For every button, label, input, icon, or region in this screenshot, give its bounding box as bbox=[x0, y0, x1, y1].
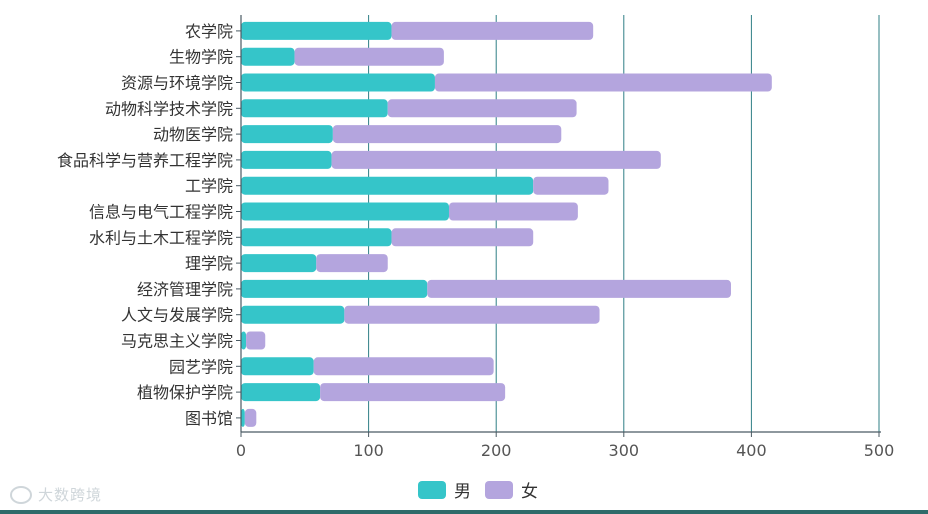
bar-male bbox=[241, 99, 388, 118]
category-label: 水利与土木工程学院 bbox=[89, 228, 233, 247]
category-label: 信息与电气工程学院 bbox=[89, 203, 233, 222]
watermark-logo-icon bbox=[10, 485, 32, 504]
bar-male bbox=[241, 383, 321, 402]
category-label: 人文与发展学院 bbox=[121, 306, 233, 325]
bar-female bbox=[244, 408, 257, 427]
bar-female bbox=[533, 176, 609, 195]
bar-male bbox=[241, 331, 247, 350]
bar-male bbox=[241, 202, 449, 221]
bottom-border bbox=[0, 510, 928, 514]
category-labels: 农学院生物学院资源与环境学院动物科学技术学院动物医学院食品科学与营养工程学院工学… bbox=[57, 22, 233, 428]
category-label: 园艺学院 bbox=[169, 357, 233, 376]
legend-item-male[interactable]: 男 bbox=[418, 481, 471, 502]
bar-male bbox=[241, 21, 392, 40]
legend-swatch bbox=[418, 481, 446, 499]
category-label: 理学院 bbox=[185, 254, 233, 273]
bar-male bbox=[241, 176, 534, 195]
bar-female bbox=[320, 383, 506, 402]
x-tick-label: 500 bbox=[864, 441, 895, 460]
bar-male bbox=[241, 73, 435, 92]
bar-female bbox=[313, 357, 494, 376]
category-label: 生物学院 bbox=[169, 48, 233, 67]
x-tick-label: 100 bbox=[353, 441, 384, 460]
category-label: 经济管理学院 bbox=[137, 280, 233, 299]
bar-female bbox=[332, 125, 562, 144]
category-label: 资源与环境学院 bbox=[121, 74, 233, 93]
bar-female bbox=[294, 47, 444, 66]
watermark-text: 大数跨境 bbox=[38, 486, 103, 504]
legend-swatch bbox=[485, 481, 513, 499]
bar-male bbox=[241, 357, 314, 376]
bar-female bbox=[434, 73, 772, 92]
bar-female bbox=[391, 228, 534, 247]
bar-female bbox=[344, 305, 600, 324]
category-label: 农学院 bbox=[185, 22, 233, 41]
bar-female bbox=[387, 99, 577, 118]
bar-male bbox=[241, 125, 333, 144]
bar-male bbox=[241, 150, 332, 169]
category-label: 马克思主义学院 bbox=[121, 332, 233, 351]
category-label: 图书馆 bbox=[185, 409, 233, 428]
bar-female bbox=[391, 21, 594, 40]
x-tick-label: 0 bbox=[236, 441, 246, 460]
bar-male bbox=[241, 254, 317, 273]
bar-female bbox=[316, 254, 388, 273]
legend-label: 男 bbox=[454, 482, 471, 502]
bar-male bbox=[241, 279, 428, 298]
x-tick-label: 400 bbox=[736, 441, 767, 460]
legend-label: 女 bbox=[521, 482, 538, 502]
bar-female bbox=[448, 202, 578, 221]
category-label: 工学院 bbox=[185, 177, 233, 196]
bar-female bbox=[427, 279, 731, 298]
bar-male bbox=[241, 408, 245, 427]
bar-male bbox=[241, 228, 392, 247]
legend-item-female[interactable]: 女 bbox=[485, 481, 538, 502]
category-label: 植物保护学院 bbox=[137, 383, 233, 402]
bars bbox=[241, 21, 772, 427]
axes: 0 100 200 300 400 500 bbox=[236, 15, 894, 460]
category-label: 动物科学技术学院 bbox=[105, 99, 233, 118]
x-tick-label: 200 bbox=[481, 441, 512, 460]
bar-female bbox=[331, 150, 661, 169]
legend[interactable]: 男女 bbox=[418, 481, 538, 502]
bar-female bbox=[246, 331, 266, 350]
x-tick-label: 300 bbox=[609, 441, 640, 460]
bar-male bbox=[241, 305, 345, 324]
category-label: 动物医学院 bbox=[153, 125, 233, 144]
category-label: 食品科学与营养工程学院 bbox=[57, 151, 233, 170]
bar-male bbox=[241, 47, 295, 66]
watermark: 大数跨境 bbox=[10, 484, 102, 505]
